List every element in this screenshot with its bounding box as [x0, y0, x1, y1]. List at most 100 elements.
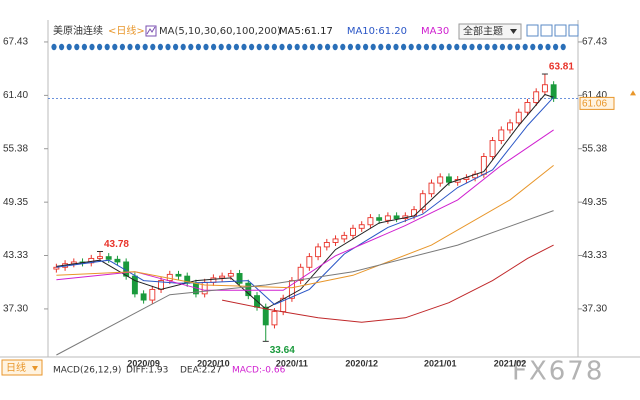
candle-body [524, 102, 531, 113]
footer-arrow [32, 366, 38, 371]
candle-body [341, 234, 348, 240]
candle-body [437, 176, 444, 184]
icon[interactable] [526, 24, 539, 37]
event-dot [195, 43, 201, 51]
candle-body [297, 266, 304, 282]
candle-body [489, 140, 496, 157]
candle-body [166, 273, 173, 282]
event-dot [203, 43, 209, 51]
y-tick-label: 49.35 [3, 197, 28, 208]
last-price-box [579, 96, 615, 110]
ma-line [56, 93, 554, 310]
event-dot [104, 43, 110, 51]
y-tick-label-right: 55.38 [582, 143, 607, 154]
event-dot [507, 43, 513, 51]
event-dot [393, 43, 399, 51]
ma-icon[interactable] [145, 25, 157, 37]
macd-dea: DEA:2.27 [180, 366, 222, 376]
event-dot [233, 43, 239, 51]
candle-body [515, 111, 522, 124]
candle-body [507, 122, 513, 131]
ma-line [56, 96, 554, 306]
event-dot [271, 43, 277, 51]
legend: MA5:61.17 MA10:61.20 MA30 [279, 26, 449, 37]
event-dot [150, 43, 156, 51]
macd-value: MACD:-0.66 [232, 366, 286, 376]
candle-body [236, 273, 243, 284]
candle-body [323, 242, 330, 248]
event-dot [416, 43, 422, 51]
event-dot [317, 43, 323, 51]
event-dot [74, 43, 80, 51]
candle-body [498, 129, 505, 142]
candle-body [376, 217, 383, 221]
event-dot [347, 43, 353, 51]
candle-body [149, 288, 156, 301]
event-dot [355, 43, 361, 51]
event-dot [127, 43, 133, 51]
event-dot [332, 43, 338, 51]
event-dot [423, 43, 429, 51]
period-button[interactable] [1, 359, 43, 376]
event-dot [309, 43, 315, 51]
event-dot [431, 43, 437, 51]
period-label[interactable]: <日线> [108, 24, 145, 37]
candle-body [131, 275, 138, 295]
event-dot [378, 43, 384, 51]
event-dot [522, 43, 528, 51]
icon[interactable] [540, 24, 553, 37]
event-dot [89, 43, 95, 51]
event-dot [241, 43, 247, 51]
indicator-label: MA(5,10,30,60,100,200) [159, 26, 281, 37]
event-dot [363, 43, 369, 51]
ma-line [56, 210, 554, 356]
event-dot [325, 43, 331, 51]
y-tick-label-right: 61.40 [582, 90, 607, 101]
x-tick-label: 2020/11 [276, 358, 308, 368]
legend-entry: MA10:61.20 [347, 26, 407, 37]
x-tick-label: 2020/12 [345, 358, 378, 368]
event-dot [401, 43, 407, 51]
candle-body [306, 256, 313, 268]
y-tick-label-right: 37.30 [582, 304, 607, 315]
event-dot [226, 43, 232, 51]
last-price-arrow [630, 90, 636, 96]
candle-body [367, 217, 374, 226]
y-tick-label: 43.33 [3, 250, 28, 261]
candle-body [175, 273, 182, 277]
candle-body [140, 293, 147, 301]
event-dot [218, 43, 224, 51]
event-dot [294, 43, 300, 51]
event-dot [454, 43, 460, 51]
theme-button[interactable] [458, 23, 522, 40]
event-dot [461, 43, 467, 51]
plot-area [44, 41, 582, 356]
event-dot [499, 43, 505, 51]
icon[interactable] [554, 24, 567, 37]
event-dot [279, 43, 285, 51]
candle-body [97, 256, 103, 259]
dropdown-arrow [510, 29, 517, 34]
event-dot [469, 43, 475, 51]
icon[interactable] [568, 24, 579, 37]
candle-body [332, 238, 339, 243]
event-dot [560, 43, 566, 51]
event-dot [484, 43, 490, 51]
extreme-label: 63.81 [549, 62, 574, 73]
candle-body [541, 84, 548, 93]
ma-line [56, 129, 554, 291]
candle-body [53, 266, 60, 270]
event-dot [264, 43, 270, 51]
x-tick-label: 2021/01 [424, 358, 457, 368]
candle-body [550, 84, 557, 99]
event-dot [477, 43, 483, 51]
x-tick-label: 2021/02 [494, 358, 527, 368]
x-tick-label: 2020/09 [127, 358, 160, 368]
event-dot [180, 43, 186, 51]
event-dot [492, 43, 498, 51]
candle-body [445, 176, 452, 183]
event-dots [51, 43, 566, 51]
candle-body [262, 306, 269, 326]
chart-title: 美原油连续 [53, 24, 103, 37]
event-dot [408, 43, 414, 51]
